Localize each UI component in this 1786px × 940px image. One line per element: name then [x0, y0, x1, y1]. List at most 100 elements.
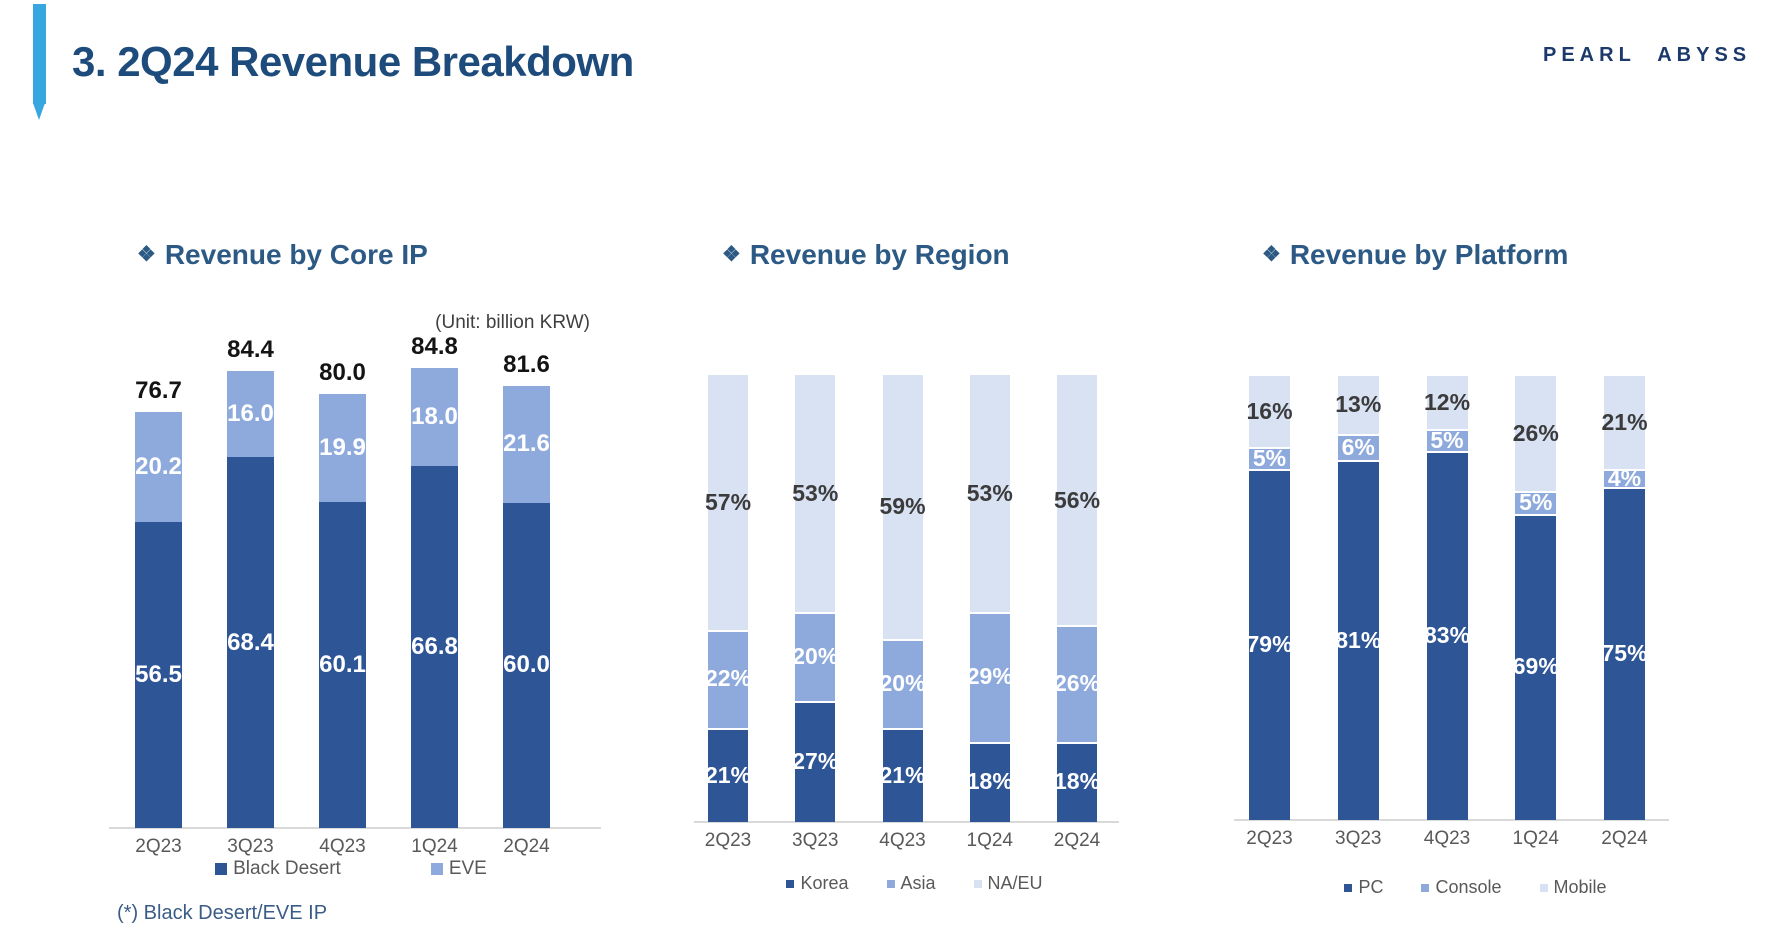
x-axis-label: 2Q24 — [503, 836, 550, 857]
diamond-bullet-icon: ❖ — [1262, 243, 1281, 266]
bar-value-label: 16% — [1246, 398, 1293, 425]
x-axis-label: 3Q23 — [1335, 828, 1382, 849]
bar-value-label: 83% — [1423, 622, 1471, 649]
chart-revenue-by-region: ❖ Revenue by Region 21% 22% 57% 27% 20% 53% 21%… — [694, 225, 1119, 920]
bar-total-label: 84.4 — [227, 335, 274, 363]
bar-value-label: 68.4 — [227, 628, 274, 656]
bar-segment: 66.8 — [411, 465, 458, 828]
bar-segment: 75% — [1601, 487, 1648, 820]
bar-segment: 60.0 — [503, 502, 550, 828]
bar-segment: 22% — [704, 629, 752, 729]
x-axis-labels: 2Q23 3Q23 4Q23 1Q24 2Q24 — [1240, 828, 1655, 854]
bar-segment: 16.0 — [227, 370, 274, 458]
legend-swatch — [215, 863, 228, 875]
bar-total-label: 84.8 — [411, 333, 458, 361]
bar-segment: 53% — [792, 375, 839, 612]
bar-value-label: 75% — [1601, 640, 1648, 666]
bar-value-label: 20.2 — [135, 453, 182, 481]
bar-segment: 69% — [1512, 513, 1559, 820]
bar-value-label: 20% — [879, 669, 926, 696]
bar-value-label: 19.9 — [319, 434, 366, 462]
bar-segment: 6% — [1337, 433, 1379, 461]
unit-note: (Unit: billion KRW) — [435, 312, 590, 333]
plot-area: 56.5 20.2 76.7 68.4 16.0 84.4 60.1 19.9 80.0 66.8… — [109, 335, 601, 829]
bar-segment: 20% — [792, 611, 838, 702]
legend-swatch — [1539, 883, 1548, 892]
legend-item: NA/EU — [973, 873, 1043, 894]
legend-item: Mobile — [1539, 877, 1607, 898]
bar-segment: 18.0 — [411, 368, 458, 466]
bar-value-label: 66.8 — [411, 632, 458, 660]
x-axis-label: 2Q23 — [704, 830, 752, 851]
diamond-bullet-icon: ❖ — [137, 243, 156, 266]
bar-value-label: 18.0 — [411, 403, 458, 431]
chart-title-text: Revenue by Core IP — [164, 239, 428, 270]
legend-label: NA/EU — [987, 873, 1043, 893]
legend-swatch — [786, 879, 795, 888]
legend-swatch — [973, 879, 982, 888]
bar-segment: 79% — [1246, 469, 1293, 820]
bar-segment: 29% — [966, 611, 1013, 742]
legend-swatch — [430, 863, 443, 875]
bar-value-label: 26% — [1053, 669, 1101, 696]
legend-swatch — [886, 879, 895, 888]
legend-swatch — [1344, 883, 1353, 892]
legend-item: EVE — [430, 858, 487, 880]
chart-title-text: Revenue by Region — [749, 239, 1010, 270]
legend-item: Black Desert — [215, 858, 341, 880]
bar-segment: 13% — [1335, 376, 1382, 434]
bar-value-label: 27% — [792, 748, 839, 775]
bar-value-label: 22% — [704, 665, 752, 692]
x-axis-label: 4Q23 — [319, 836, 366, 857]
bar-value-label: 18% — [966, 768, 1013, 795]
bar-value-label: 6% — [1341, 433, 1375, 460]
bar-segment: 81% — [1335, 460, 1381, 820]
bar-segment: 57% — [704, 375, 752, 630]
chart-title: ❖ Revenue by Platform — [1262, 239, 1568, 271]
bar-segment: 4% — [1604, 466, 1645, 489]
title-accent-bar — [33, 4, 46, 104]
legend-item: Asia — [886, 873, 936, 894]
bar-value-label: 29% — [966, 663, 1013, 690]
bar-segment: 53% — [966, 375, 1013, 612]
bar-value-label: 79% — [1246, 631, 1293, 658]
bar-value-label: 13% — [1335, 391, 1382, 418]
bar-value-label: 21% — [879, 761, 926, 788]
bar-segment: 5% — [1515, 491, 1557, 514]
bar-segment: 12% — [1423, 376, 1471, 430]
x-axis-label: 3Q23 — [792, 830, 839, 851]
bar-segment: 83% — [1423, 451, 1471, 820]
bar-value-label: 12% — [1423, 389, 1471, 416]
bar-value-label: 60.0 — [503, 651, 550, 679]
chart-revenue-by-platform: ❖ Revenue by Platform 79% 5% 16% 81% 6% 13% 83%… — [1234, 225, 1669, 920]
legend-label: PC — [1358, 877, 1384, 897]
bar-segment: 21% — [705, 728, 751, 822]
x-axis-label: 3Q23 — [227, 836, 274, 857]
footnote: (*) Black Desert/EVE IP — [117, 902, 328, 924]
bar-segment: 59% — [879, 375, 926, 639]
bar-segment: 56.5 — [135, 521, 182, 828]
chart-revenue-by-core-ip: ❖ Revenue by Core IP (Unit: billion KRW) … — [109, 225, 601, 920]
bar-value-label: 69% — [1512, 653, 1559, 680]
legend-label: Mobile — [1553, 877, 1607, 897]
x-axis-label: 2Q24 — [1601, 828, 1648, 849]
bar-value-label: 59% — [879, 493, 926, 520]
diamond-bullet-icon: ❖ — [722, 243, 741, 266]
bar-value-label: 60.1 — [319, 651, 366, 679]
legend-label: Console — [1435, 877, 1502, 897]
x-axis-label: 2Q24 — [1053, 830, 1101, 851]
bar-value-label: 21% — [1601, 409, 1648, 436]
bar-value-label: 53% — [792, 479, 839, 506]
bar-segment: 26% — [1053, 625, 1101, 742]
chart-legend: PC Console Mobile — [1268, 877, 1683, 898]
bar-value-label: 56% — [1053, 486, 1101, 513]
bar-segment: 21% — [1601, 376, 1648, 470]
x-axis-label: 1Q24 — [966, 830, 1013, 851]
bar-segment: 68.4 — [227, 457, 274, 828]
bar-value-label: 57% — [704, 488, 752, 515]
bar-segment: 20% — [879, 638, 926, 729]
bar-value-label: 53% — [966, 479, 1013, 506]
bar-segment: 27% — [792, 701, 839, 822]
x-axis-labels: 2Q23 3Q23 4Q23 1Q24 2Q24 — [700, 830, 1105, 856]
